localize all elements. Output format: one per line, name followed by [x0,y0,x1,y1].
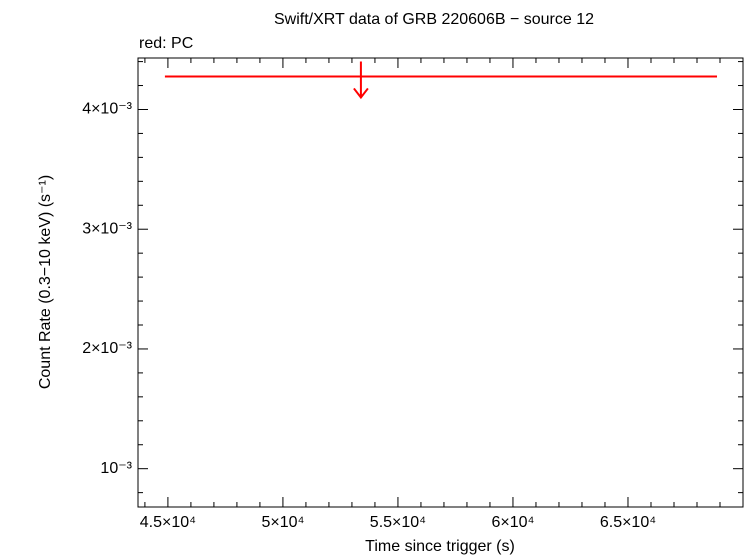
x-tick-label: 5.5×10⁴ [370,514,426,531]
x-axis-label: Time since trigger (s) [365,538,515,555]
y-tick-label: 4×10⁻³ [82,101,132,118]
plot-frame [137,57,744,508]
x-tick-label: 4.5×10⁴ [140,514,196,531]
y-tick-label: 2×10⁻³ [82,340,132,357]
x-tick-label: 6.5×10⁴ [600,514,656,531]
y-tick-label: 10⁻³ [100,460,132,477]
chart-title: Swift/XRT data of GRB 220606B − source 1… [274,11,594,28]
x-tick-label: 5×10⁴ [261,514,304,531]
x-tick-label: 6×10⁴ [492,514,535,531]
upper-limit-arrow [353,61,369,100]
y-axis-label: Count Rate (0.3−10 keV) (s⁻¹) [37,175,54,389]
y-tick-label: 3×10⁻³ [82,220,132,237]
annotation: red: PC [139,35,193,52]
